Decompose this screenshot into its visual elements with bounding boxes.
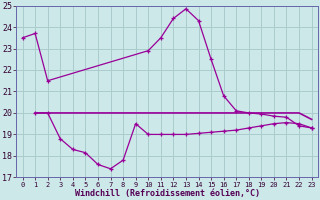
X-axis label: Windchill (Refroidissement éolien,°C): Windchill (Refroidissement éolien,°C) bbox=[75, 189, 260, 198]
